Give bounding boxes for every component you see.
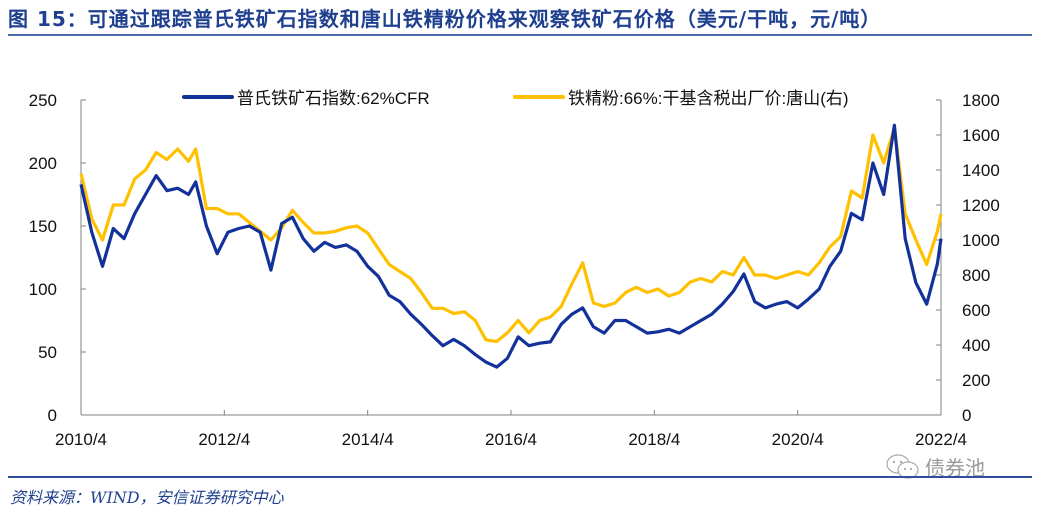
legend-label-platts: 普氏铁矿石指数:62%CFR <box>237 89 430 108</box>
left-y-tick-label: 200 <box>29 154 57 173</box>
right-y-tick-label: 200 <box>962 371 990 390</box>
legend-swatch-blue <box>182 94 234 99</box>
chart-title: 图 15：可通过跟踪普氏铁矿石指数和唐山铁精粉价格来观察铁矿石价格（美元/干吨，… <box>8 7 882 31</box>
x-tick-label: 2022/4 <box>915 430 967 449</box>
legend-item-platts: 普氏铁矿石指数:62%CFR <box>182 84 430 109</box>
series-line-tangshan <box>79 126 943 344</box>
left-y-tick-label: 0 <box>48 406 57 425</box>
right-y-tick-label: 1800 <box>962 91 1000 110</box>
series-line-platts <box>79 123 943 369</box>
footer-divider <box>8 476 1032 478</box>
right-y-tick-label: 800 <box>962 266 990 285</box>
right-y-tick-label: 1600 <box>962 126 1000 145</box>
source-note: 资料来源：WIND，安信证券研究中心 <box>10 488 284 507</box>
wechat-icon <box>886 453 919 479</box>
right-y-tick-label: 0 <box>962 406 971 425</box>
x-tick-label: 2020/4 <box>772 430 824 449</box>
legend-label-tangshan: 铁精粉:66%:干基含税出厂价:唐山(右) <box>568 89 849 108</box>
left-y-tick-label: 150 <box>29 217 57 236</box>
x-tick-label: 2010/4 <box>55 430 107 449</box>
left-y-tick-label: 250 <box>29 91 57 110</box>
left-y-tick-label: 100 <box>29 280 57 299</box>
right-y-tick-label: 1400 <box>962 161 1000 180</box>
chart-axes: 0 50 100 150 200 250 0 200 400 600 800 1000 1200 1400… <box>29 91 1000 449</box>
left-y-tick-label: 50 <box>38 343 57 362</box>
line-chart: 0 50 100 150 200 250 0 200 400 600 800 1000 1200 1400… <box>29 91 1000 449</box>
x-tick-label: 2012/4 <box>198 430 250 449</box>
right-y-tick-label: 600 <box>962 301 990 320</box>
x-tick-label: 2014/4 <box>342 430 394 449</box>
watermark: 债券池 <box>885 452 985 481</box>
legend-swatch-gold <box>513 94 565 99</box>
right-y-tick-label: 1200 <box>962 196 1000 215</box>
right-y-tick-label: 1000 <box>962 231 1000 250</box>
x-tick-label: 2016/4 <box>485 430 537 449</box>
title-divider <box>8 34 1032 36</box>
legend-item-tangshan: 铁精粉:66%:干基含税出厂价:唐山(右) <box>513 84 849 109</box>
x-tick-label: 2018/4 <box>628 430 680 449</box>
right-y-tick-label: 400 <box>962 336 990 355</box>
